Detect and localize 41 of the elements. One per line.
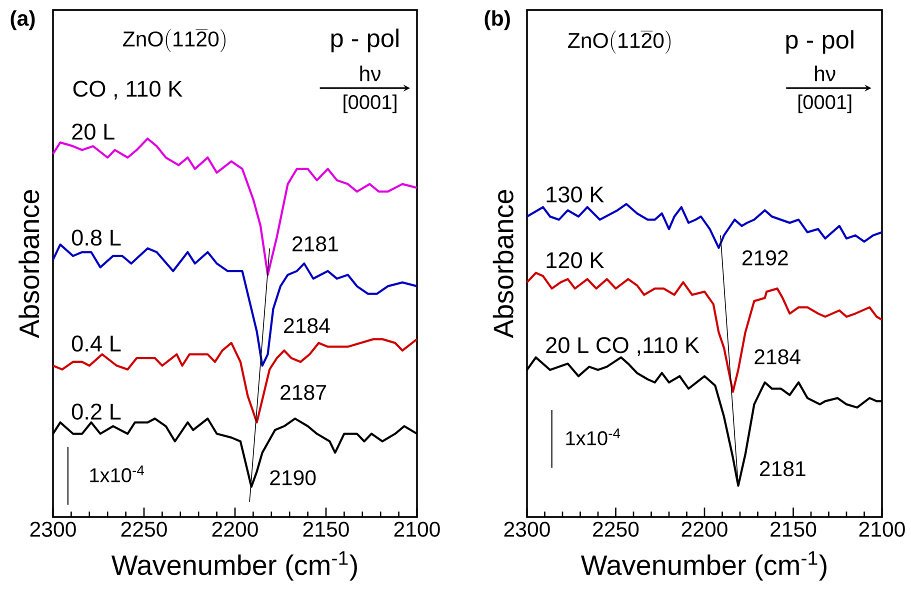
annotation: 2181 — [760, 461, 806, 476]
x-tick-label: 2100 — [859, 522, 905, 537]
annotation: 1x10$^{-4}$ — [90, 466, 144, 482]
text: hν — [815, 66, 836, 82]
series-label: 20 L — [72, 124, 114, 140]
chart-title: (a) — [10, 10, 35, 30]
text: p - pol — [331, 28, 398, 52]
x-tick-label: 2150 — [303, 522, 349, 537]
x-tick-label: 2300 — [504, 522, 550, 537]
text: hν — [360, 66, 380, 82]
series-label: 130 K — [546, 186, 604, 203]
text: $\mathrm{ZnO(11\overline{2}0)}$ — [568, 30, 671, 54]
x-tick-label: 2200 — [682, 522, 728, 537]
chart-title: (b) — [484, 10, 510, 30]
text: [0001] — [798, 94, 852, 114]
series-label: 0.4 L — [72, 336, 121, 352]
series-label: 0.8 L — [72, 230, 121, 246]
annotation: 2184 — [754, 349, 800, 364]
x-axis-title: Wavenumber (cm$^{-1}$) — [580, 551, 826, 581]
x-tick-label: 2100 — [394, 522, 440, 537]
x-tick-label: 2250 — [121, 522, 167, 537]
text: CO , 110 K — [73, 80, 182, 100]
x-axis-title: Wavenumber (cm$^{-1}$) — [111, 551, 357, 581]
annotation: 1x10$^{-4}$ — [566, 428, 620, 446]
annotation: 2184 — [284, 318, 330, 334]
y-axis-title: Absorbance — [492, 190, 514, 338]
text: p - pol — [786, 30, 854, 54]
series-label: 0.2 L — [72, 404, 121, 420]
text: [0001] — [344, 94, 396, 114]
text: $\mathrm{ZnO(11\overline{2}0)}$ — [122, 29, 226, 52]
x-tick-label: 2200 — [212, 522, 258, 537]
annotation: 2187 — [280, 384, 326, 400]
annotation: 2181 — [292, 236, 338, 252]
series-label: 20 L CO ,110 K — [546, 337, 700, 356]
x-tick-label: 2300 — [30, 522, 76, 537]
x-tick-label: 2250 — [593, 522, 639, 537]
x-tick-label: 2150 — [770, 522, 816, 537]
annotation: 2192 — [742, 250, 788, 266]
annotation: 2190 — [270, 470, 316, 486]
series-label: 120 K — [546, 252, 604, 268]
y-axis-title: Absorbance — [18, 190, 40, 338]
